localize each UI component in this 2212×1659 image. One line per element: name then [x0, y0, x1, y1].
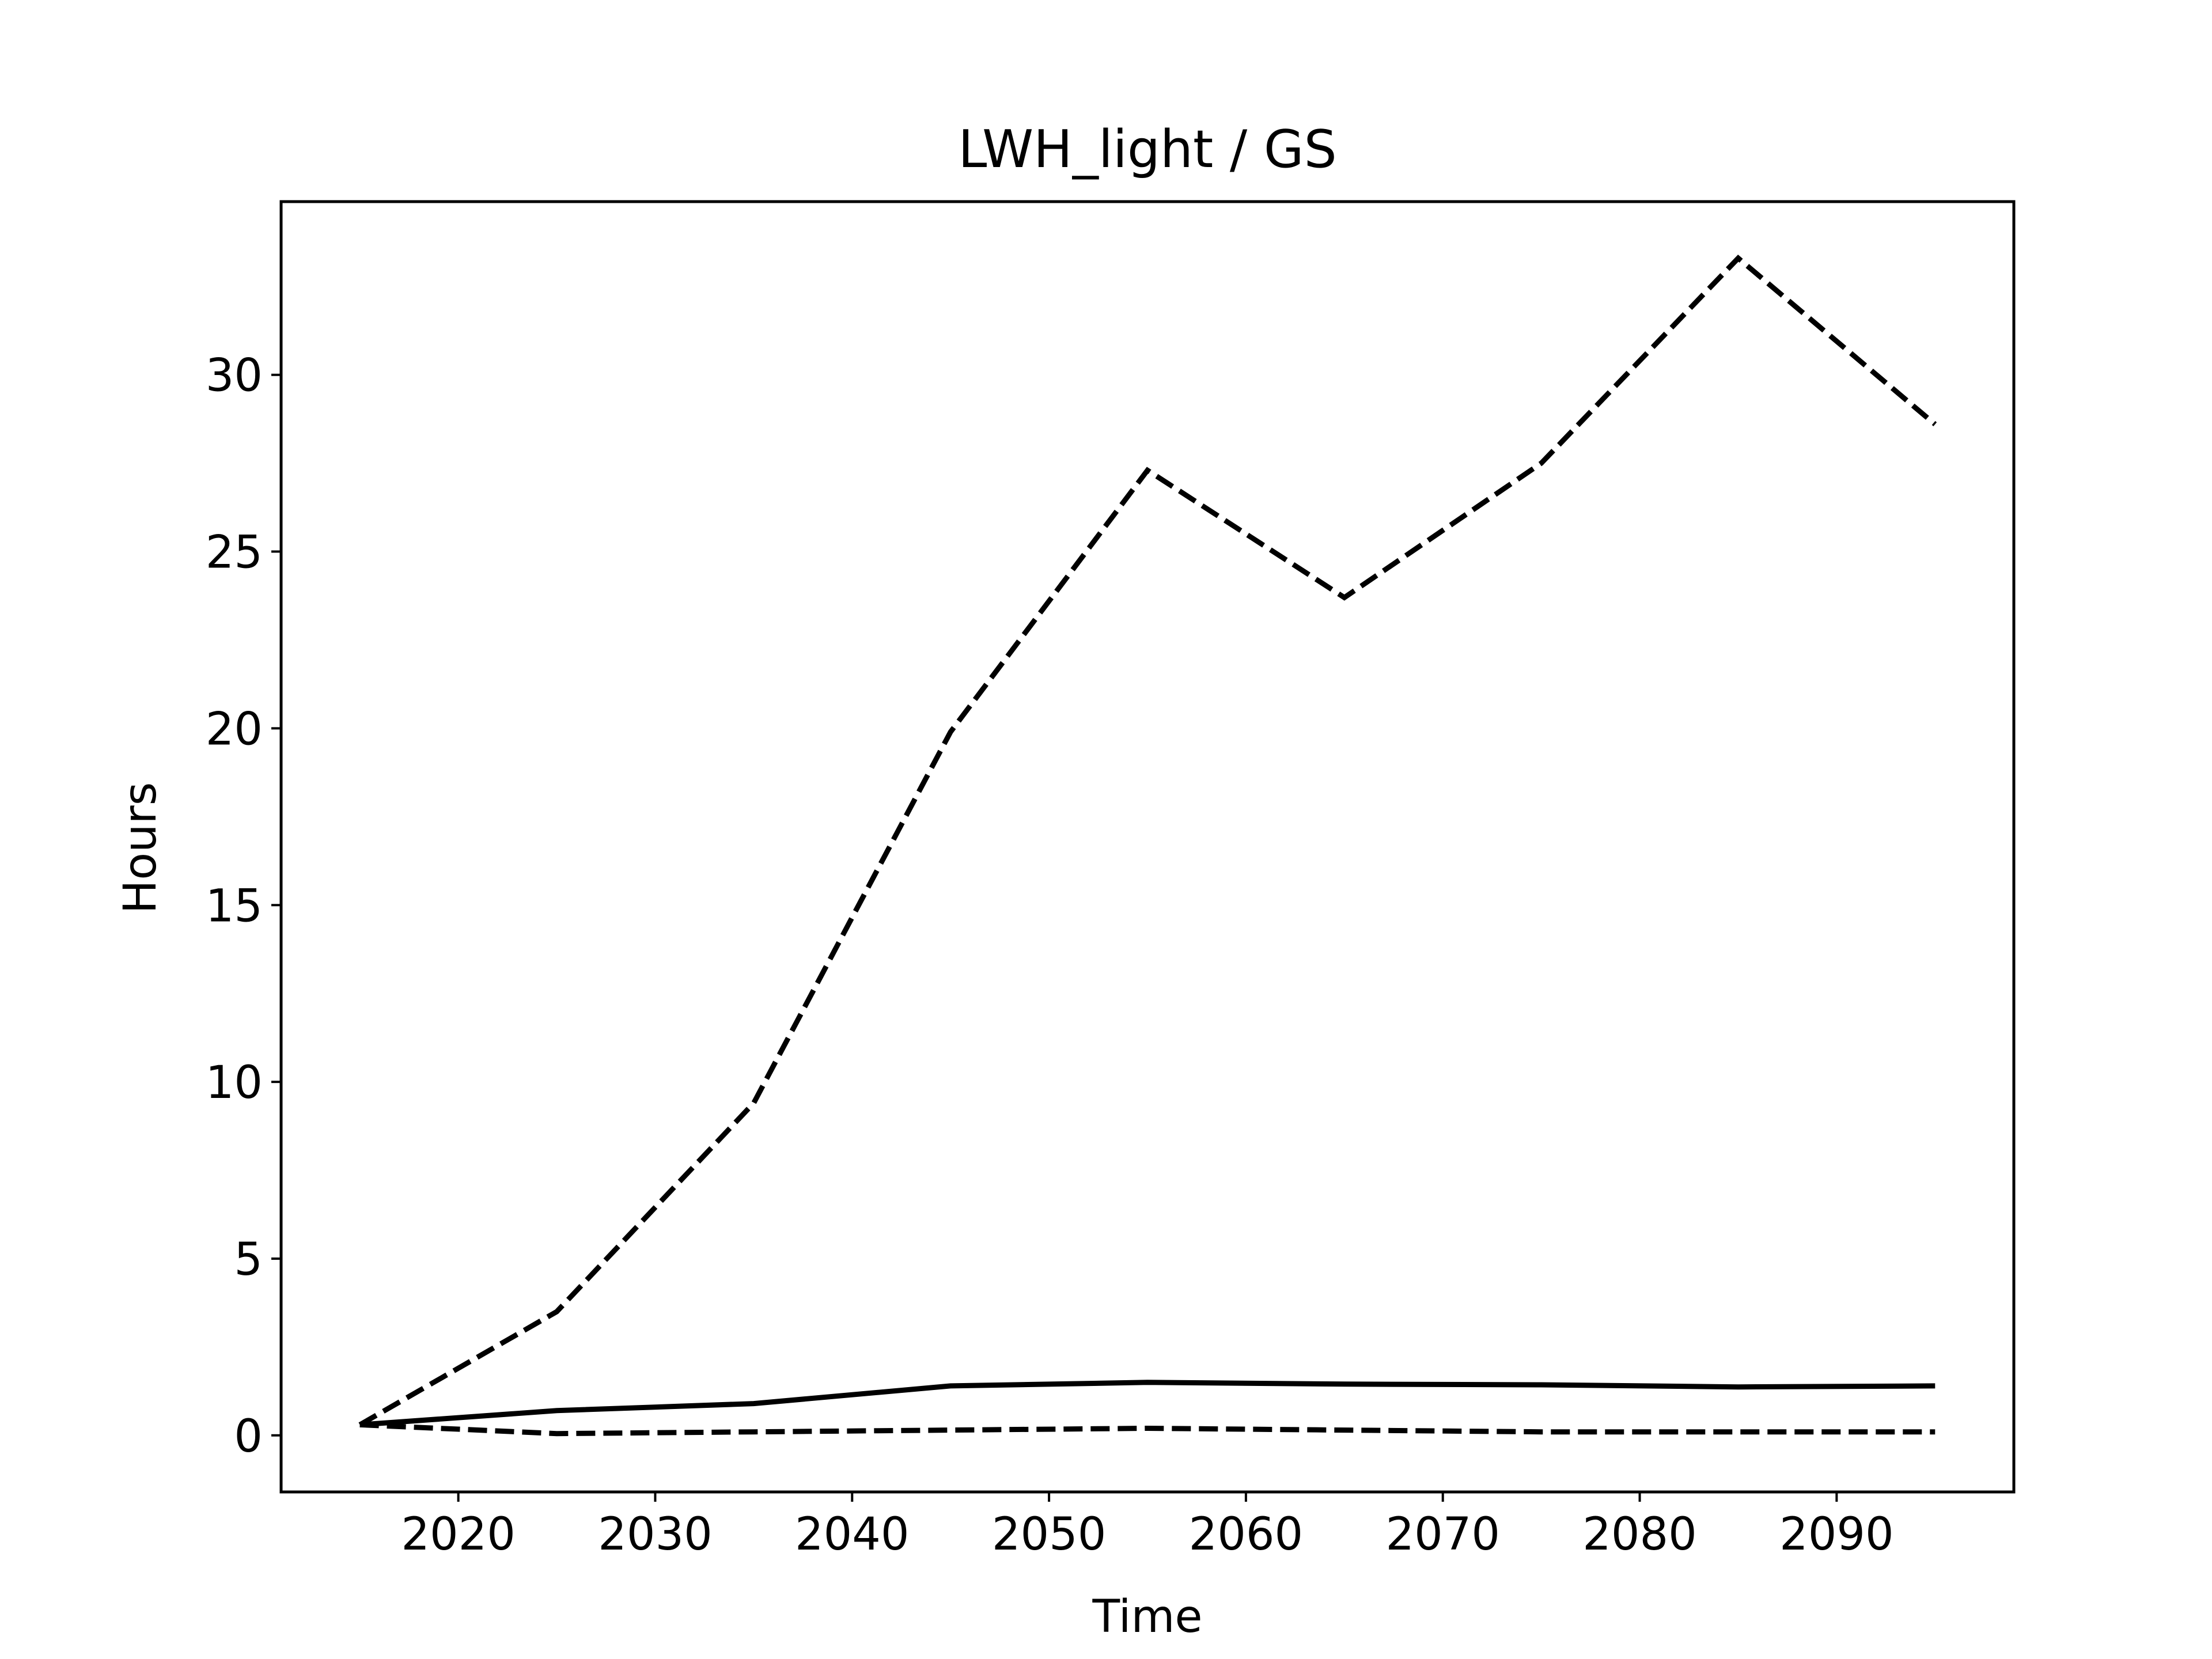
- x-tick-label-2050: 2050: [992, 1509, 1107, 1560]
- x-axis: 2020 2030 2040 2050 2060 2070 2080 2090: [401, 1492, 1894, 1560]
- y-tick-label-0: 0: [234, 1411, 263, 1463]
- y-tick-label-30: 30: [206, 350, 263, 402]
- x-tick-label-2080: 2080: [1582, 1509, 1697, 1560]
- series-layer: [358, 255, 1937, 1437]
- x-tick-label-2090: 2090: [1779, 1509, 1894, 1560]
- x-axis-label: Time: [1092, 1591, 1203, 1643]
- x-tick-label-2030: 2030: [598, 1509, 713, 1560]
- y-axis-label: Hours: [115, 782, 166, 914]
- y-tick-label-5: 5: [234, 1234, 263, 1286]
- chart-title: LWH_light / GS: [958, 119, 1336, 180]
- x-tick-label-2070: 2070: [1385, 1509, 1500, 1560]
- y-tick-label-25: 25: [206, 527, 263, 579]
- x-tick-label-2040: 2040: [795, 1509, 910, 1560]
- series-line-3: [359, 1422, 1936, 1437]
- y-tick-label-20: 20: [206, 703, 263, 755]
- y-tick-label-10: 10: [206, 1057, 263, 1109]
- plot-frame: [279, 200, 2016, 1494]
- y-tick-label-15: 15: [206, 880, 263, 932]
- series-line-2: [359, 1380, 1936, 1427]
- x-tick-label-2020: 2020: [401, 1509, 516, 1560]
- x-tick-label-2060: 2060: [1189, 1509, 1304, 1560]
- y-axis: 0 5 10 15 20 25 30: [206, 350, 281, 1463]
- series-line-1: [358, 255, 1937, 1427]
